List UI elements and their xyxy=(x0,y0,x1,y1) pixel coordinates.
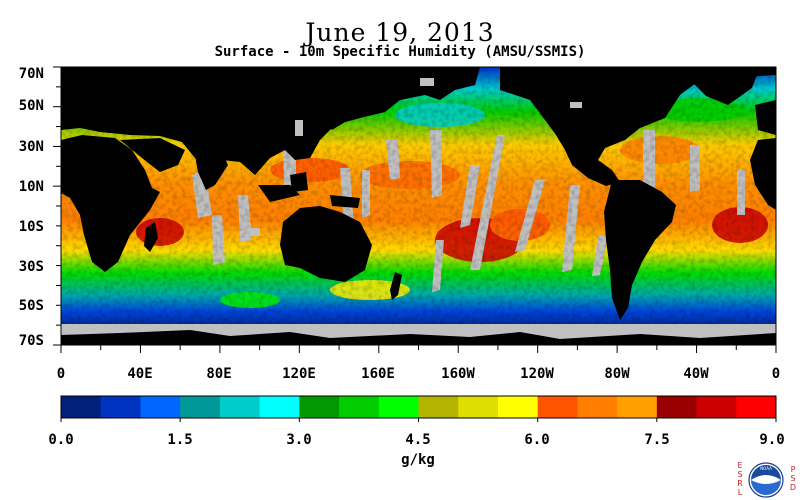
lat-label-70n: 70N xyxy=(19,66,44,82)
south-america xyxy=(604,180,676,320)
lon-label-160w: 160W xyxy=(441,366,475,382)
lat-label-10s: 10S xyxy=(19,219,44,235)
colorbar-segment-10 xyxy=(458,396,499,418)
latitude-labels: 70N 50N 30N 10N 10S 30S 50S 70S xyxy=(19,66,44,349)
colorbar-segment-14 xyxy=(617,396,658,418)
arabia xyxy=(120,138,185,172)
colorbar-segment-9 xyxy=(418,396,459,418)
map-title: June 19, 2013 xyxy=(305,18,495,47)
colorbar-segment-5 xyxy=(259,396,300,418)
logo-letter-r: R xyxy=(737,479,743,488)
indonesia xyxy=(258,185,300,202)
colorbar-segment-6 xyxy=(299,396,340,418)
lon-label-40w: 40W xyxy=(683,366,709,382)
colorbar-label-2: 3.0 xyxy=(286,432,311,448)
longitude-labels: 0 40E 80E 120E 160E 160W 120W 80W 40W 0 xyxy=(57,366,780,382)
colorbar-label-0: 0.0 xyxy=(48,432,73,448)
madagascar xyxy=(144,222,158,252)
africa-east-edge xyxy=(750,138,776,210)
greenland xyxy=(685,67,760,105)
colorbar-label-5: 7.5 xyxy=(644,432,669,448)
humidity-map xyxy=(61,67,776,345)
lon-label-80e: 80E xyxy=(206,366,231,382)
colorbar-label-3: 4.5 xyxy=(405,432,430,448)
lon-label-0-left: 0 xyxy=(57,366,65,382)
colorbar-segment-0 xyxy=(61,396,102,418)
india xyxy=(195,152,228,190)
australia xyxy=(280,206,372,282)
eurasia xyxy=(61,67,480,175)
colorbar-label-6: 9.0 xyxy=(759,432,784,448)
colorbar-tick-labels: 0.0 1.5 3.0 4.5 6.0 7.5 9.0 xyxy=(48,432,784,448)
map-subtitle: Surface - 10m Specific Humidity (AMSU/SS… xyxy=(214,44,586,60)
axis-ticks xyxy=(53,66,777,353)
noaa-esrl-logo: E S R L P S D NOAA xyxy=(737,461,796,498)
new-zealand xyxy=(390,272,402,300)
noaa-seal-text: NOAA xyxy=(760,466,772,471)
land-masses xyxy=(61,67,776,320)
new-guinea xyxy=(330,195,360,208)
colorbar-label-1: 1.5 xyxy=(167,432,192,448)
colorbar-segment-13 xyxy=(577,396,618,418)
lat-label-30s: 30S xyxy=(19,259,44,275)
logo-letter-s: S xyxy=(737,470,742,479)
lat-label-30n: 30N xyxy=(19,139,44,155)
iberia xyxy=(755,100,776,135)
lat-label-50s: 50S xyxy=(19,298,44,314)
colorbar-label-4: 6.0 xyxy=(524,432,549,448)
lat-label-50n: 50N xyxy=(19,98,44,114)
colorbar-segment-7 xyxy=(339,396,380,418)
lon-label-0-right: 0 xyxy=(772,366,780,382)
lon-label-80w: 80W xyxy=(604,366,630,382)
lon-label-120w: 120W xyxy=(520,366,554,382)
logo-letter-s2: S xyxy=(790,474,795,483)
lon-label-120e: 120E xyxy=(282,366,316,382)
lat-label-10n: 10N xyxy=(19,179,44,195)
colorbar-segment-1 xyxy=(100,396,141,418)
colorbar xyxy=(60,395,777,422)
colorbar-segment-4 xyxy=(219,396,261,418)
colorbar-segment-15 xyxy=(656,396,698,418)
japan xyxy=(326,104,345,130)
logo-letter-d: D xyxy=(790,483,796,492)
lon-label-160e: 160E xyxy=(361,366,395,382)
logo-letter-p: P xyxy=(791,465,796,474)
colorbar-segment-3 xyxy=(180,396,221,418)
logo-letter-e: E xyxy=(737,461,742,470)
noaa-seal-icon: NOAA xyxy=(748,462,784,498)
colorbar-segment-17 xyxy=(736,396,777,418)
colorbar-segment-8 xyxy=(378,396,419,418)
lon-label-40e: 40E xyxy=(127,366,152,382)
colorbar-units: g/kg xyxy=(401,452,435,468)
borneo xyxy=(290,172,308,192)
colorbar-segment-12 xyxy=(537,396,578,418)
lat-label-70s: 70S xyxy=(19,333,44,349)
colorbar-segment-16 xyxy=(696,396,737,418)
colorbar-segment-11 xyxy=(497,396,539,418)
africa xyxy=(61,135,160,272)
coastal-no-data xyxy=(250,78,582,236)
logo-letter-l: L xyxy=(738,488,743,497)
north-america xyxy=(500,67,776,186)
colorbar-segment-2 xyxy=(140,396,181,418)
antarctica xyxy=(61,330,776,345)
